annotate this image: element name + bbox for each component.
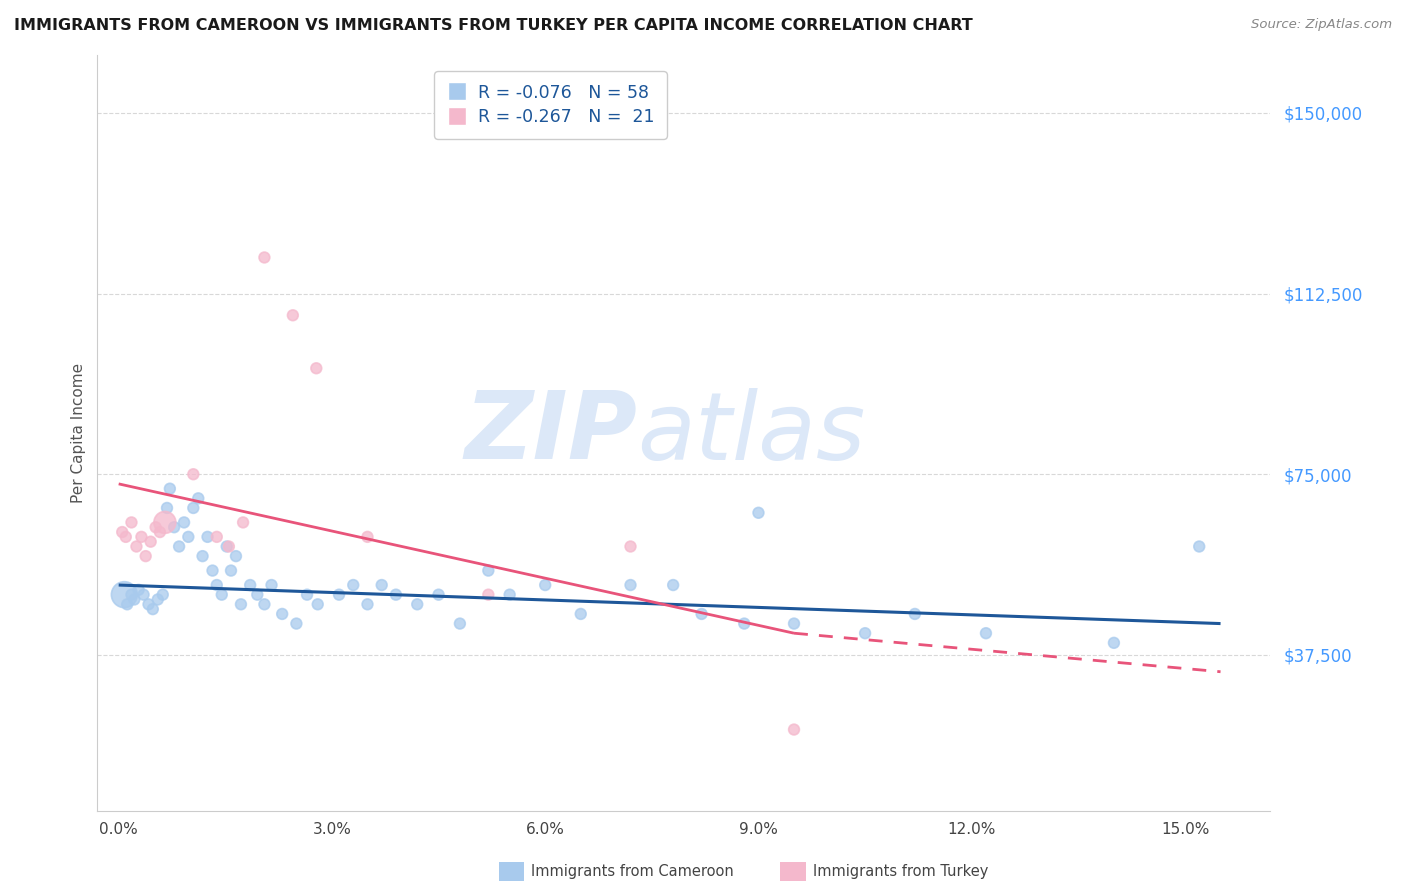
Point: [181, 467, 204, 482]
Point: [173, 516, 195, 530]
Point: [205, 578, 228, 592]
Point: [1188, 540, 1211, 554]
Point: [569, 607, 592, 621]
Point: [690, 607, 713, 621]
Text: Source: ZipAtlas.com: Source: ZipAtlas.com: [1251, 18, 1392, 31]
Point: [783, 616, 806, 631]
Point: [853, 626, 876, 640]
Point: [225, 549, 247, 563]
Point: [211, 588, 233, 602]
Text: Immigrants from Turkey: Immigrants from Turkey: [813, 864, 988, 879]
Point: [131, 530, 153, 544]
Point: [139, 534, 162, 549]
Point: [619, 578, 641, 592]
Point: [181, 500, 204, 515]
Point: [281, 308, 304, 322]
Point: [307, 597, 329, 611]
Point: [271, 607, 294, 621]
Point: [201, 564, 224, 578]
Point: [498, 588, 520, 602]
Point: [477, 564, 499, 578]
Point: [197, 530, 219, 544]
Point: [138, 597, 160, 611]
Legend: R = -0.076   N = 58, R = -0.267   N =  21: R = -0.076 N = 58, R = -0.267 N = 21: [434, 71, 666, 138]
Point: [163, 520, 186, 534]
Point: [619, 540, 641, 554]
Point: [239, 578, 262, 592]
Point: [145, 520, 167, 534]
Point: [187, 491, 209, 506]
Point: [342, 578, 364, 592]
Point: [253, 597, 276, 611]
Point: [218, 540, 240, 554]
Point: [128, 582, 150, 597]
Point: [215, 540, 238, 554]
Point: [449, 616, 471, 631]
Point: [246, 588, 269, 602]
Point: [477, 588, 499, 602]
Point: [974, 626, 997, 640]
Point: [328, 588, 350, 602]
Point: [191, 549, 214, 563]
Point: [135, 549, 157, 563]
Point: [146, 592, 169, 607]
Point: [177, 530, 200, 544]
Point: [1102, 636, 1125, 650]
Point: [406, 597, 429, 611]
Point: [370, 578, 392, 592]
Point: [534, 578, 557, 592]
Point: [232, 516, 254, 530]
Point: [115, 597, 138, 611]
Point: [149, 524, 172, 539]
Point: [385, 588, 408, 602]
Point: [285, 616, 308, 631]
Point: [253, 251, 276, 265]
Point: [205, 530, 228, 544]
Point: [427, 588, 450, 602]
Point: [124, 592, 146, 607]
Point: [132, 588, 155, 602]
Point: [121, 516, 143, 530]
Point: [142, 602, 165, 616]
Point: [159, 482, 181, 496]
Point: [114, 530, 136, 544]
Point: [153, 516, 176, 530]
Point: [156, 500, 179, 515]
Text: IMMIGRANTS FROM CAMEROON VS IMMIGRANTS FROM TURKEY PER CAPITA INCOME CORRELATION: IMMIGRANTS FROM CAMEROON VS IMMIGRANTS F…: [14, 18, 973, 33]
Point: [783, 723, 806, 737]
Text: ZIP: ZIP: [464, 387, 637, 479]
Point: [121, 588, 143, 602]
Text: Immigrants from Cameroon: Immigrants from Cameroon: [531, 864, 734, 879]
Point: [152, 588, 174, 602]
Point: [260, 578, 283, 592]
Point: [111, 524, 134, 539]
Point: [356, 530, 378, 544]
Text: atlas: atlas: [637, 388, 865, 479]
Point: [219, 564, 242, 578]
Point: [229, 597, 252, 611]
Point: [295, 588, 318, 602]
Point: [305, 361, 328, 376]
Point: [747, 506, 769, 520]
Y-axis label: Per Capita Income: Per Capita Income: [72, 363, 86, 503]
Point: [356, 597, 378, 611]
Point: [733, 616, 755, 631]
Point: [125, 540, 148, 554]
Point: [662, 578, 685, 592]
Point: [904, 607, 927, 621]
Point: [167, 540, 190, 554]
Point: [112, 588, 135, 602]
